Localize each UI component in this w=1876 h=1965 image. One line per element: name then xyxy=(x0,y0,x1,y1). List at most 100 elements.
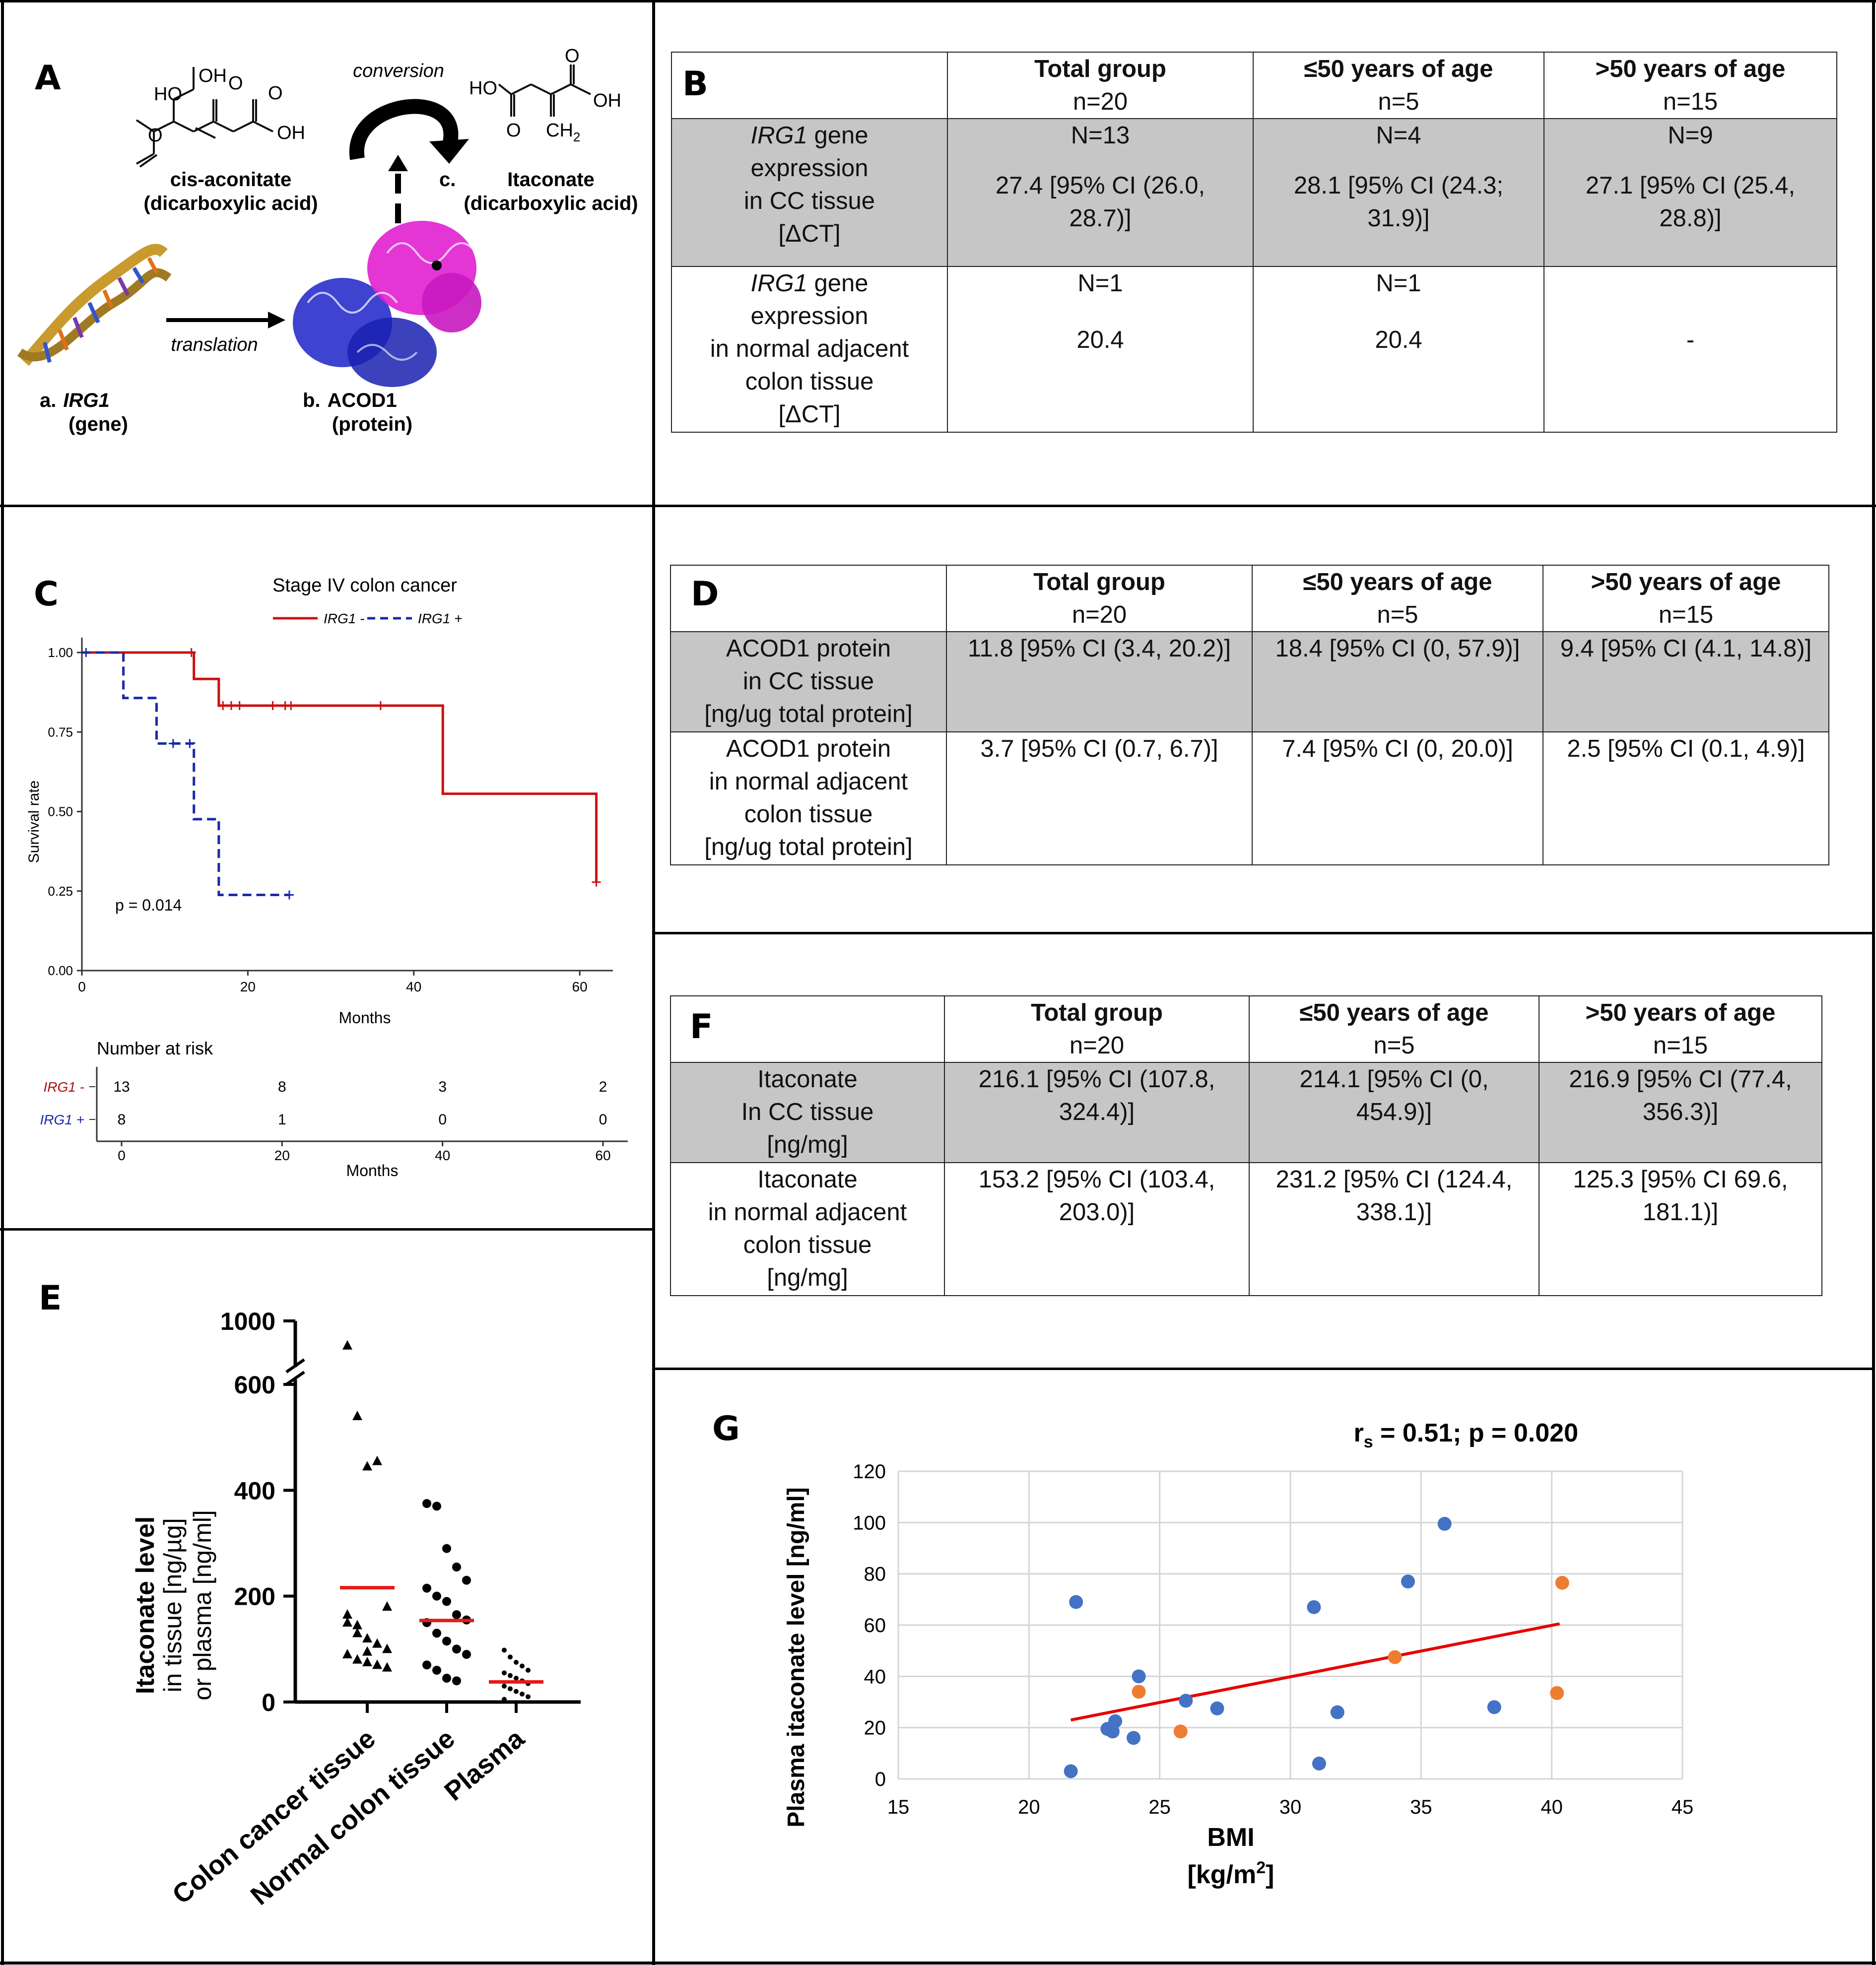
e-point-small xyxy=(502,1647,507,1653)
risk-table-title: Number at risk xyxy=(97,1038,213,1058)
e-category-label: Plasma xyxy=(439,1723,530,1807)
g-x-tick-label: 15 xyxy=(887,1796,910,1818)
km-x-tick-label: 40 xyxy=(406,979,421,994)
table-header-row: Total group n=20 ≤50 years of age n=5 >50 … xyxy=(670,565,1829,632)
km-censor-mark xyxy=(592,877,601,887)
e-point-triangle xyxy=(362,1633,372,1642)
row-label: ACOD1 protein in normal adjacent colon tis… xyxy=(670,731,947,865)
risk-count: 3 xyxy=(438,1079,447,1095)
panel-label-a: A xyxy=(35,59,61,98)
header-cell: >50 years of age n=15 xyxy=(1539,995,1822,1063)
e-point-triangle xyxy=(372,1638,382,1648)
risk-count: 0 xyxy=(599,1112,607,1128)
table-cell: N=9 27.1 [95% CI (25.4, 28.8)] xyxy=(1543,118,1837,267)
e-point-circle xyxy=(442,1597,451,1606)
row-label: IRG1 gene expression in CC tissue [ΔCT] xyxy=(671,118,948,267)
panel-f-table: Total group n=20 ≤50 years of age n=5 >50 … xyxy=(670,995,1822,1296)
table-row: Itaconate in normal adjacent colon tissue[… xyxy=(670,1162,1822,1296)
conversion-label: conversion xyxy=(353,61,444,81)
table-cell: 11.8 [95% CI (3.4, 20.2)] xyxy=(946,631,1253,732)
cis-aconitate-structure xyxy=(135,67,273,168)
risk-x-tick-label: 40 xyxy=(435,1148,450,1163)
ita-oh: OH xyxy=(593,90,621,111)
g-x-tick-label: 45 xyxy=(1672,1796,1694,1818)
conversion-arrow xyxy=(349,99,459,160)
e-point-circle xyxy=(432,1666,441,1675)
panel-label-c: C xyxy=(34,575,59,614)
panel-label-g: G xyxy=(712,1409,740,1448)
g-point-blue xyxy=(1105,1724,1120,1739)
g-xlabel-units: [kg/m2] xyxy=(1188,1858,1274,1889)
e-ylabel-sub2: or plasma [ng/ml] xyxy=(189,1510,216,1700)
e-point-circle xyxy=(422,1499,431,1508)
e-y-tick-label: 0 xyxy=(262,1689,275,1716)
e-point-triangle xyxy=(382,1662,392,1672)
g-stat-label: rs = 0.51; p = 0.020 xyxy=(1353,1419,1578,1451)
e-point-triangle xyxy=(362,1646,372,1656)
cis-oh-top: OH xyxy=(199,66,227,86)
g-point-blue xyxy=(1064,1764,1078,1778)
g-x-tick-label: 35 xyxy=(1410,1796,1432,1818)
e-point-small xyxy=(520,1692,525,1697)
e-point-triangle xyxy=(362,1461,372,1471)
figure-frame-left xyxy=(1,0,4,1965)
itaconate-label: Itaconate xyxy=(507,169,595,191)
ita-ch2: CH2 xyxy=(546,120,580,144)
e-point-circle xyxy=(432,1591,441,1601)
e-axis-break xyxy=(285,1358,305,1386)
g-point-blue xyxy=(1330,1705,1344,1719)
row-label: ACOD1 protein in CC tissue [ng/ug total pr… xyxy=(670,631,947,732)
table-cell: 18.4 [95% CI (0, 57.9)] xyxy=(1252,631,1543,732)
g-point-blue xyxy=(1312,1757,1326,1770)
risk-count: 13 xyxy=(113,1079,130,1095)
header-cell: ≤50 years of age n=5 xyxy=(1253,52,1544,119)
panel-label-e: E xyxy=(39,1279,62,1318)
e-point-small xyxy=(514,1676,519,1681)
e-point-triangle xyxy=(372,1659,382,1669)
panel-d-table: Total group n=20 ≤50 years of age n=5 >50 … xyxy=(670,565,1829,865)
figure-frame-top xyxy=(0,0,1876,2)
cis-oh-right: OH xyxy=(277,123,305,143)
g-point-blue xyxy=(1210,1701,1224,1715)
km-x-tick-label: 0 xyxy=(78,979,86,994)
km-series-0 xyxy=(82,651,598,882)
e-point-circle xyxy=(442,1674,451,1683)
km-censor-mark xyxy=(81,648,91,657)
cis-o-left: O xyxy=(148,125,163,146)
header-cell: >50 years of age n=15 xyxy=(1542,565,1829,632)
g-y-tick-label: 80 xyxy=(864,1564,886,1585)
g-point-blue xyxy=(1307,1600,1321,1614)
e-point-small xyxy=(520,1663,525,1669)
risk-count: 2 xyxy=(599,1079,607,1095)
figure-frame-bottom xyxy=(0,1962,1876,1965)
km-censor-mark xyxy=(268,701,277,711)
table-cell: 125.3 [95% CI 69.6, 181.1)] xyxy=(1539,1162,1822,1296)
e-point-circle xyxy=(442,1544,451,1553)
gene-sublabel: (gene) xyxy=(68,413,128,435)
km-censor-mark xyxy=(284,890,294,900)
e-point-circle xyxy=(442,1637,451,1646)
translation-label: translation xyxy=(171,334,258,355)
km-censor-mark xyxy=(218,701,228,711)
e-point-triangle xyxy=(342,1609,352,1619)
e-point-small xyxy=(514,1660,519,1665)
e-point-small xyxy=(508,1673,513,1678)
g-point-blue xyxy=(1127,1731,1140,1745)
risk-x-tick-label: 60 xyxy=(595,1148,610,1163)
e-point-small xyxy=(502,1684,507,1689)
g-y-tick-label: 0 xyxy=(875,1768,886,1790)
header-cell: ≤50 years of age n=5 xyxy=(1249,995,1540,1063)
g-x-tick-label: 20 xyxy=(1018,1796,1040,1818)
g-trendline xyxy=(1071,1622,1560,1722)
e-point-circle xyxy=(452,1644,461,1654)
column-divider xyxy=(652,0,655,1965)
g-ylabel: Plasma itaconate level [ng/ml] xyxy=(783,1487,809,1828)
e-point-triangle xyxy=(352,1628,362,1638)
header-cell: >50 years of age n=15 xyxy=(1543,52,1837,119)
risk-xlabel: Months xyxy=(346,1162,399,1179)
g-point-blue xyxy=(1069,1595,1083,1609)
protein-label: b. ACOD1 xyxy=(303,390,397,411)
km-title: Stage IV colon cancer xyxy=(272,575,457,596)
e-point-triangle xyxy=(362,1657,372,1666)
e-point-triangle xyxy=(342,1340,352,1350)
